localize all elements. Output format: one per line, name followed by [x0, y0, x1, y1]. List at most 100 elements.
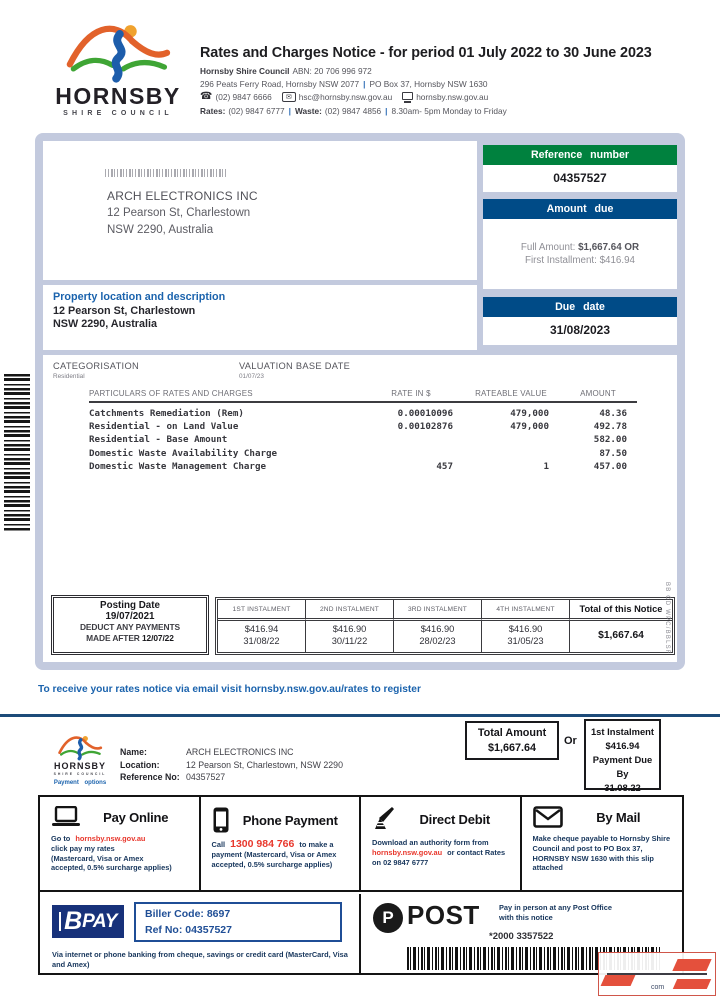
- direct-debit-pre: Download an authority form from: [372, 838, 489, 847]
- laptop-icon: [52, 806, 80, 826]
- bpay-logo-bar: [59, 912, 62, 931]
- instalment-3-header: 3RD INSTALMENT: [394, 600, 482, 621]
- first-installment-line: First Installment: $416.94: [525, 255, 635, 266]
- full-amount-value: $1,667.64 OR: [578, 242, 640, 253]
- logo-wordmark: HORNSBY: [53, 761, 106, 771]
- due-date-value: 31/08/2023: [483, 317, 677, 345]
- watermark-text: com: [651, 984, 665, 991]
- table-row: Catchments Remediation (Rem) 0.00010096 …: [89, 407, 637, 420]
- charge-name: Domestic Waste Availability Charge: [89, 447, 278, 459]
- bpay-biller-code: Biller Code: 8697: [145, 908, 231, 920]
- phone-payment-text: Call 1300 984 766 to make a payment (Mas…: [201, 834, 360, 869]
- mail-sort-barcode: [105, 169, 227, 177]
- pay-online-cell: Pay Online Go to hornsby.nsw.gov.au clic…: [40, 797, 201, 890]
- charges-panel: CATEGORISATION Residential VALUATION BAS…: [43, 355, 677, 662]
- due-date-header: Due date: [483, 297, 677, 317]
- by-mail-title: By Mail: [596, 809, 641, 825]
- charge-rate: [359, 433, 463, 446]
- council-logo: HORNSBY SHIRE COUNCIL: [42, 18, 194, 117]
- pay-online-line3: (Mastercard, Visa or Amex: [51, 853, 144, 863]
- phone-payment-number: 1300 984 766: [230, 838, 295, 850]
- posting-note-1: DEDUCT ANY PAYMENTS: [79, 622, 180, 632]
- auspost-billpay-code: *2000 3357522: [489, 931, 554, 942]
- phone-payment-rest: to make a payment (Mastercard, Visa or A…: [211, 840, 337, 869]
- instalment-amount: $416.94: [244, 624, 279, 634]
- by-mail-cell: By Mail Make cheque payable to Hornsby S…: [522, 797, 683, 890]
- auspost-logo-icon: P: [373, 903, 403, 933]
- bpay-logo-icon: B PAY: [52, 905, 124, 938]
- bpay-logo-pay: PAY: [82, 910, 117, 932]
- bpay-biller-box: Biller Code: 8697 Ref No: 04357527: [134, 902, 342, 942]
- categorisation-value: Residential: [53, 373, 85, 380]
- table-row: Residential - on Land Value 0.00102876 4…: [89, 420, 637, 433]
- property-street: 12 Pearson St, Charlestown: [53, 305, 196, 317]
- col-rateable-value: RATEABLE VALUE: [475, 389, 547, 398]
- email-address: hsc@hornsby.nsw.gov.au: [298, 92, 393, 103]
- pay-online-line2: click pay my rates: [51, 843, 115, 853]
- by-mail-text: Make cheque payable to Hornsby Shire Cou…: [532, 834, 671, 873]
- charge-name: Domestic Waste Management Charge: [89, 460, 267, 472]
- watermark-shape: [672, 959, 712, 971]
- slip-reference-label: Reference No:: [120, 772, 180, 782]
- instalment-date: 31/05/23: [507, 635, 544, 646]
- pay-online-line4: accepted, 0.5% surcharge applies): [51, 863, 172, 873]
- office-hours: 8.30am- 5pm Monday to Friday: [391, 105, 507, 116]
- first-instalment-box: 1st Instalment $416.94 Payment Due By 31…: [584, 719, 661, 793]
- instalment-1-header: 1ST INSTALMENT: [218, 600, 306, 621]
- watermark-shape: [600, 975, 636, 986]
- charge-rateable: 479,000: [510, 408, 549, 419]
- po-box: PO Box 37, Hornsby NSW 1630: [369, 79, 488, 89]
- phone-payment-cell: Phone Payment Call 1300 984 766 to make …: [201, 797, 361, 890]
- pay-online-title: Pay Online: [103, 809, 169, 825]
- charge-amount: 48.36: [599, 408, 627, 419]
- auspost-wordmark: POST: [407, 900, 480, 930]
- charge-amount: 582.00: [593, 434, 627, 446]
- separator: |: [385, 105, 388, 116]
- total-amount-label: Total Amount: [477, 727, 547, 739]
- notice-header: Rates and Charges Notice - for period 01…: [200, 45, 705, 116]
- or-label: Or: [564, 735, 577, 747]
- instalment-2-cell: $416.90 30/11/22: [306, 621, 394, 652]
- bpay-note: Via internet or phone banking from chequ…: [52, 950, 348, 969]
- table-row: Domestic Waste Availability Charge 87.50: [89, 447, 637, 460]
- reference-number-header: Reference number: [483, 145, 677, 165]
- total-amount-value: $1,667.64: [487, 742, 537, 754]
- first-instalment-label: 1st Instalment: [590, 726, 655, 737]
- reference-number-value: 04357527: [483, 165, 677, 192]
- auspost-note-line2: with this notice: [499, 912, 553, 922]
- valuation-value: 01/07/23: [239, 373, 264, 380]
- payment-due-by-label: Payment Due By: [592, 754, 653, 779]
- instalment-date: 31/08/22: [243, 635, 280, 646]
- envelope-icon: ✉: [281, 92, 296, 103]
- payment-options-label: Payment options: [53, 780, 107, 786]
- amount-due-header: Amount due: [483, 199, 677, 219]
- pay-online-goto: Go to: [51, 834, 71, 843]
- mail-envelope-icon: [532, 806, 563, 828]
- bpay-logo-b: B: [64, 907, 83, 935]
- charges-table-header: PARTICULARS OF RATES AND CHARGES RATE IN…: [89, 389, 637, 403]
- rates-label: Rates:: [200, 105, 226, 116]
- first-instalment-amount: $416.94: [605, 740, 640, 751]
- valuation-label: VALUATION BASE DATE: [239, 361, 351, 371]
- pay-online-link: hornsby.nsw.gov.au: [75, 834, 146, 843]
- charge-amount: 87.50: [599, 447, 627, 459]
- property-label: Property location and description: [53, 291, 226, 303]
- phone-number: (02) 9847 6666: [215, 92, 272, 103]
- instalment-3-cell: $416.90 28/02/23: [394, 621, 482, 652]
- direct-debit-post: or contact Rates on 02 9847 6777: [372, 847, 506, 867]
- total-amount-box: Total Amount $1,667.64: [465, 721, 559, 760]
- property-panel: Property location and description 12 Pea…: [43, 285, 477, 350]
- slip-location-value: 12 Pearson St, Charlestown, NSW 2290: [186, 759, 343, 770]
- logo-wordmark: HORNSBY: [55, 83, 181, 109]
- charge-rate: 457: [436, 460, 453, 472]
- slip-payer-details: Name: ARCH ELECTRONICS INC Location: 12 …: [120, 747, 343, 782]
- direct-debit-cell: Direct Debit Download an authority form …: [361, 797, 522, 890]
- instalment-4-header: 4TH INSTALMENT: [482, 600, 570, 621]
- slip-council-logo: HORNSBY SHIRE COUNCIL Payment options: [42, 733, 118, 786]
- watermark: com: [598, 952, 716, 996]
- charge-rateable: 1: [543, 460, 549, 472]
- watermark-shape: [672, 979, 712, 989]
- slip-reference-value: 04357527: [186, 772, 226, 782]
- rates-phone: (02) 9847 6777: [228, 105, 285, 116]
- addressee-panel: ARCH ELECTRONICS INC 12 Pearson St, Char…: [43, 141, 477, 280]
